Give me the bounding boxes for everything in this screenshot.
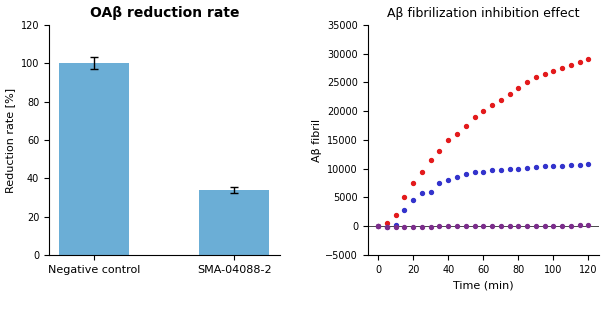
Positive control — [505, 166, 514, 171]
SMA-04088-2 — [566, 223, 576, 228]
SMA-04088-2 — [434, 224, 444, 229]
Positive control — [531, 165, 541, 169]
SMA-04088-2 — [574, 223, 584, 228]
Positive control — [408, 198, 418, 203]
Positive control — [566, 162, 576, 167]
Negative control — [487, 103, 497, 108]
SMA-04088-2 — [549, 223, 558, 228]
SMA-04088-2 — [513, 223, 523, 228]
Negative control — [584, 57, 593, 62]
Negative control — [470, 114, 480, 119]
Negative control — [505, 91, 514, 96]
Negative control — [426, 158, 436, 163]
Negative control — [478, 109, 488, 114]
Positive control — [557, 163, 567, 168]
SMA-04088-2 — [522, 223, 532, 228]
Title: Aβ fibrilization inhibition effect: Aβ fibrilization inhibition effect — [387, 7, 579, 20]
Positive control — [373, 224, 383, 229]
Positive control — [540, 164, 549, 169]
SMA-04088-2 — [373, 224, 383, 229]
Title: OAβ reduction rate: OAβ reduction rate — [90, 6, 239, 20]
Negative control — [549, 68, 558, 73]
SMA-04088-2 — [584, 222, 593, 227]
X-axis label: Time (min): Time (min) — [453, 280, 514, 290]
SMA-04088-2 — [496, 223, 506, 228]
Positive control — [400, 208, 409, 213]
Positive control — [417, 191, 427, 196]
Negative control — [373, 224, 383, 229]
Positive control — [444, 178, 453, 183]
Negative control — [434, 149, 444, 154]
Positive control — [452, 175, 462, 180]
Negative control — [540, 71, 549, 76]
SMA-04088-2 — [461, 224, 470, 229]
Positive control — [584, 162, 593, 167]
Bar — [199, 190, 269, 255]
SMA-04088-2 — [557, 223, 567, 228]
Negative control — [531, 74, 541, 79]
SMA-04088-2 — [408, 224, 418, 229]
Positive control — [461, 172, 470, 177]
Y-axis label: Aβ fibril: Aβ fibril — [312, 118, 323, 161]
SMA-04088-2 — [531, 223, 541, 228]
Negative control — [452, 132, 462, 137]
Negative control — [513, 86, 523, 91]
SMA-04088-2 — [382, 225, 392, 230]
Y-axis label: Reduction rate [%]: Reduction rate [%] — [5, 87, 15, 193]
Positive control — [513, 166, 523, 171]
Negative control — [574, 60, 584, 65]
Negative control — [461, 123, 470, 128]
Bar — [59, 63, 130, 255]
Positive control — [496, 167, 506, 172]
Positive control — [470, 169, 480, 174]
SMA-04088-2 — [417, 224, 427, 229]
Negative control — [522, 80, 532, 85]
SMA-04088-2 — [391, 225, 401, 230]
SMA-04088-2 — [487, 223, 497, 228]
SMA-04088-2 — [505, 223, 514, 228]
Negative control — [400, 195, 409, 200]
Negative control — [496, 97, 506, 102]
Negative control — [566, 63, 576, 67]
SMA-04088-2 — [540, 223, 549, 228]
SMA-04088-2 — [478, 223, 488, 228]
Negative control — [408, 181, 418, 186]
Positive control — [426, 189, 436, 194]
Positive control — [434, 181, 444, 186]
SMA-04088-2 — [400, 224, 409, 229]
Negative control — [444, 137, 453, 142]
SMA-04088-2 — [452, 224, 462, 229]
Positive control — [382, 225, 392, 230]
Positive control — [478, 169, 488, 174]
Negative control — [391, 212, 401, 217]
SMA-04088-2 — [470, 223, 480, 228]
Negative control — [557, 66, 567, 71]
Positive control — [487, 167, 497, 172]
Negative control — [417, 169, 427, 174]
SMA-04088-2 — [426, 224, 436, 229]
Positive control — [574, 162, 584, 167]
Negative control — [382, 221, 392, 226]
Positive control — [522, 165, 532, 170]
Positive control — [391, 223, 401, 228]
Positive control — [549, 163, 558, 168]
SMA-04088-2 — [444, 224, 453, 229]
